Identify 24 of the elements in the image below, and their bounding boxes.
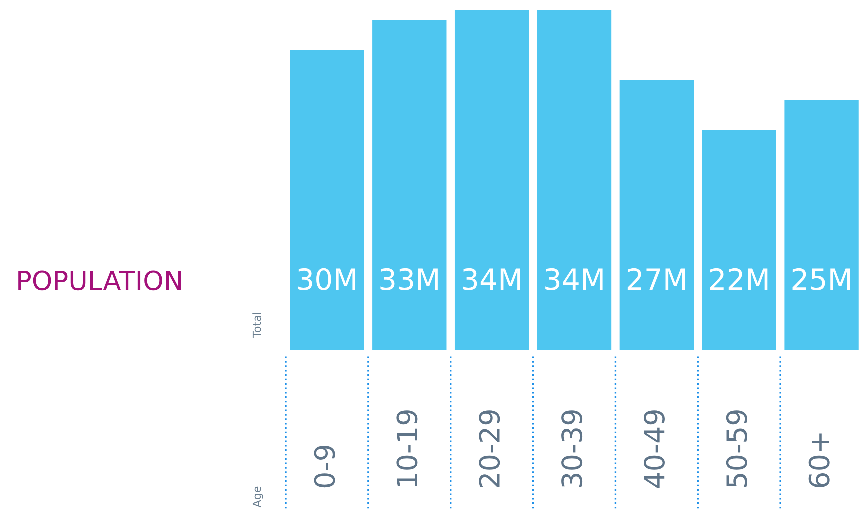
bar [620,80,694,350]
text: POPULATION [18,270,182,291]
bar [537,10,612,350]
x-tick-label: 40-49 [644,410,665,488]
bar [784,100,859,350]
x-tick-label: 20-29 [479,410,500,488]
data-label: 25M [792,268,850,290]
bar [290,50,364,350]
bar [702,130,776,350]
data-label: 33M [380,268,438,290]
x-tick-label: 0-9 [314,446,336,488]
x-tick-label: 60+ [808,434,830,488]
data-label: 22M [710,268,768,290]
x-tick-label: 10-19 [396,410,418,486]
bar [372,20,447,350]
x-tick-label: 30-39 [562,410,583,488]
data-label: 30M [298,268,356,290]
text: Age [252,486,264,508]
data-label: 34M [463,268,520,290]
data-label: 34M [546,268,603,290]
y-axis-title: Total [252,313,262,338]
bar [454,10,530,350]
x-tick-label: 50-59 [726,410,748,488]
data-label: 27M [628,268,686,290]
